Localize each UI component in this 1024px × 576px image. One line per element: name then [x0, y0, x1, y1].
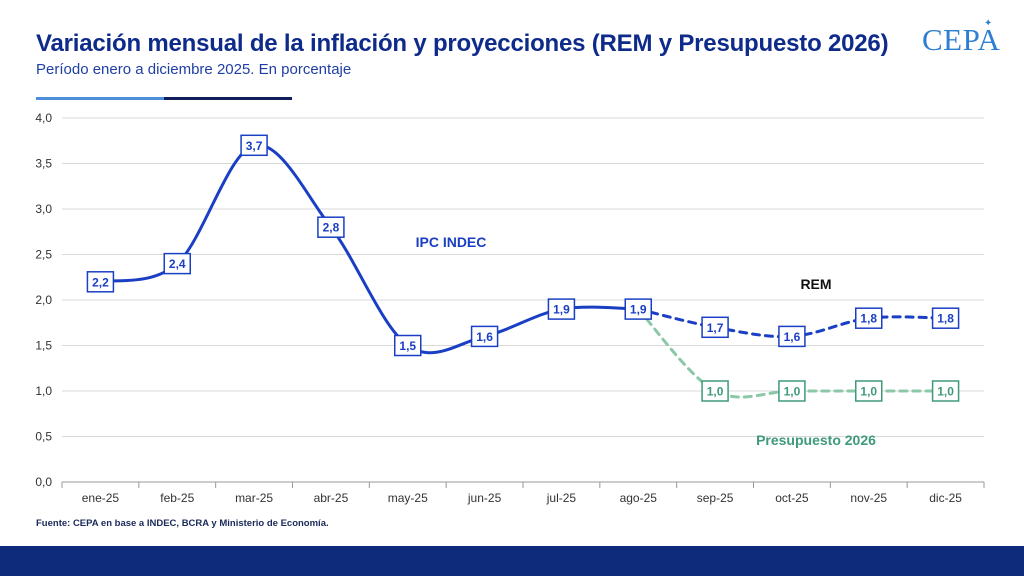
rem-label-box [855, 307, 883, 329]
ipc-indec-label-box [240, 134, 268, 157]
grid-lines [62, 117, 984, 437]
presupuesto-2026-data-label: 1,0 [707, 385, 724, 399]
ipc-indec-label-box [470, 325, 499, 348]
x-tick-label: mar-25 [235, 491, 273, 505]
footer-bar [0, 546, 1024, 576]
ipc-indec-point: 2,2 [86, 271, 115, 293]
chart-title: Variación mensual de la inflación y proy… [36, 30, 889, 57]
y-tick-label: 3,0 [35, 202, 52, 216]
x-tick-label: jul-25 [546, 491, 577, 505]
rem-point: 1,6 [778, 325, 806, 348]
title-underline-dark [164, 97, 292, 100]
x-tick-label: ene-25 [82, 491, 120, 505]
logo-star-icon: ✦ [984, 18, 993, 29]
ipc-indec-data-label: 1,9 [553, 303, 570, 317]
axes: 0,0 0,5 1,0 1,5 2,0 2,5 3,0 3,5 4,0 ene-25 feb-25 m… [35, 111, 985, 505]
rem-label-box [701, 316, 729, 339]
ipc-indec-point: 1,9 [547, 298, 576, 320]
rem-label-box [931, 307, 960, 329]
ipc-indec-line [98, 143, 640, 355]
rem-data-label: 1,8 [937, 312, 954, 326]
ipc-indec-point: 3,7 [240, 134, 268, 157]
x-tick-label: feb-25 [160, 491, 194, 505]
x-tick-label: nov-25 [850, 491, 887, 505]
rem-point: 1,7 [701, 316, 729, 339]
y-tick-label: 2,5 [35, 248, 52, 262]
ipc-indec-point: 2,4 [163, 252, 191, 275]
ipc-indec-label-box [394, 334, 422, 357]
y-tick-label: 2,0 [35, 293, 52, 307]
rem-label-box [778, 325, 806, 348]
ipc-indec-label-box [317, 216, 345, 238]
presupuesto-2026-data-label: 1,0 [784, 385, 801, 399]
ipc-indec-data-label: 1,9 [630, 303, 647, 317]
rem-series-label: REM [800, 276, 831, 292]
y-tick-label: 1,5 [35, 339, 52, 353]
data-labels: 2,2 2,4 3,7 2,8 1,5 1,6 1,9 1,9 1,7 1,6 1,8 1,8 1,0 1… [86, 134, 960, 448]
x-tick-label: may-25 [388, 491, 428, 505]
ipc-indec-data-label: 2,8 [323, 221, 340, 235]
x-tick-label: jun-25 [467, 491, 502, 505]
ipc-indec-data-label: 2,2 [92, 275, 109, 289]
rem-data-label: 1,8 [860, 312, 877, 326]
rem-data-label: 1,6 [784, 330, 801, 344]
ipc-indec-point: 1,9 [624, 298, 652, 320]
ipc-indec-label-box [163, 252, 191, 275]
y-tick-label: 1,0 [35, 384, 52, 398]
ipc-indec-point: 2,8 [317, 216, 345, 238]
ipc-indec-label-box [547, 298, 576, 320]
y-tick-label: 0,0 [35, 475, 52, 489]
presupuesto-2026-point: 1,0 [931, 380, 960, 402]
presupuesto-2026-label-box [778, 380, 806, 402]
ipc-indec-data-label: 3,7 [246, 139, 263, 153]
chart-subtitle: Período enero a diciembre 2025. En porce… [36, 61, 352, 78]
ipc-indec-data-label: 2,4 [169, 257, 186, 271]
ipc-indec-point: 1,5 [394, 334, 422, 357]
x-tick-label: dic-25 [929, 491, 962, 505]
presupuesto-2026-point: 1,0 [701, 380, 729, 402]
ipc-indec-label-box [86, 271, 115, 293]
presupuesto-2026-label-box [855, 380, 883, 402]
presupuesto-2026-data-label: 1,0 [860, 385, 877, 399]
presupuesto-2026-point: 1,0 [778, 380, 806, 402]
rem-point: 1,8 [931, 307, 960, 329]
presupuesto-2026-series-label: Presupuesto 2026 [756, 432, 876, 448]
ipc-indec-label-box [624, 298, 652, 320]
x-tick-label: abr-25 [314, 491, 349, 505]
y-tick-label: 3,5 [35, 157, 52, 171]
ipc-indec-data-label: 1,6 [476, 330, 493, 344]
presupuesto-2026-label-box [701, 380, 729, 402]
cepa-logo: CEPA [922, 22, 1001, 57]
rem-point: 1,8 [855, 307, 883, 329]
presupuesto-2026-label-box [931, 380, 960, 402]
ipc-indec-series-label: IPC INDEC [416, 234, 487, 250]
x-tick-label: ago-25 [620, 491, 658, 505]
title-underline-light [36, 97, 164, 100]
source-note: Fuente: CEPA en base a INDEC, BCRA y Min… [36, 518, 329, 529]
y-tick-label: 4,0 [35, 111, 52, 125]
presupuesto-2026-data-label: 1,0 [937, 385, 954, 399]
rem-data-label: 1,7 [707, 321, 724, 335]
presupuesto-2026-point: 1,0 [855, 380, 883, 402]
ipc-indec-point: 1,6 [470, 325, 499, 348]
x-tick-label: oct-25 [775, 491, 809, 505]
y-tick-label: 0,5 [35, 430, 52, 444]
x-tick-label: sep-25 [697, 491, 734, 505]
ipc-indec-data-label: 1,5 [399, 339, 416, 353]
series-lines [98, 143, 948, 399]
